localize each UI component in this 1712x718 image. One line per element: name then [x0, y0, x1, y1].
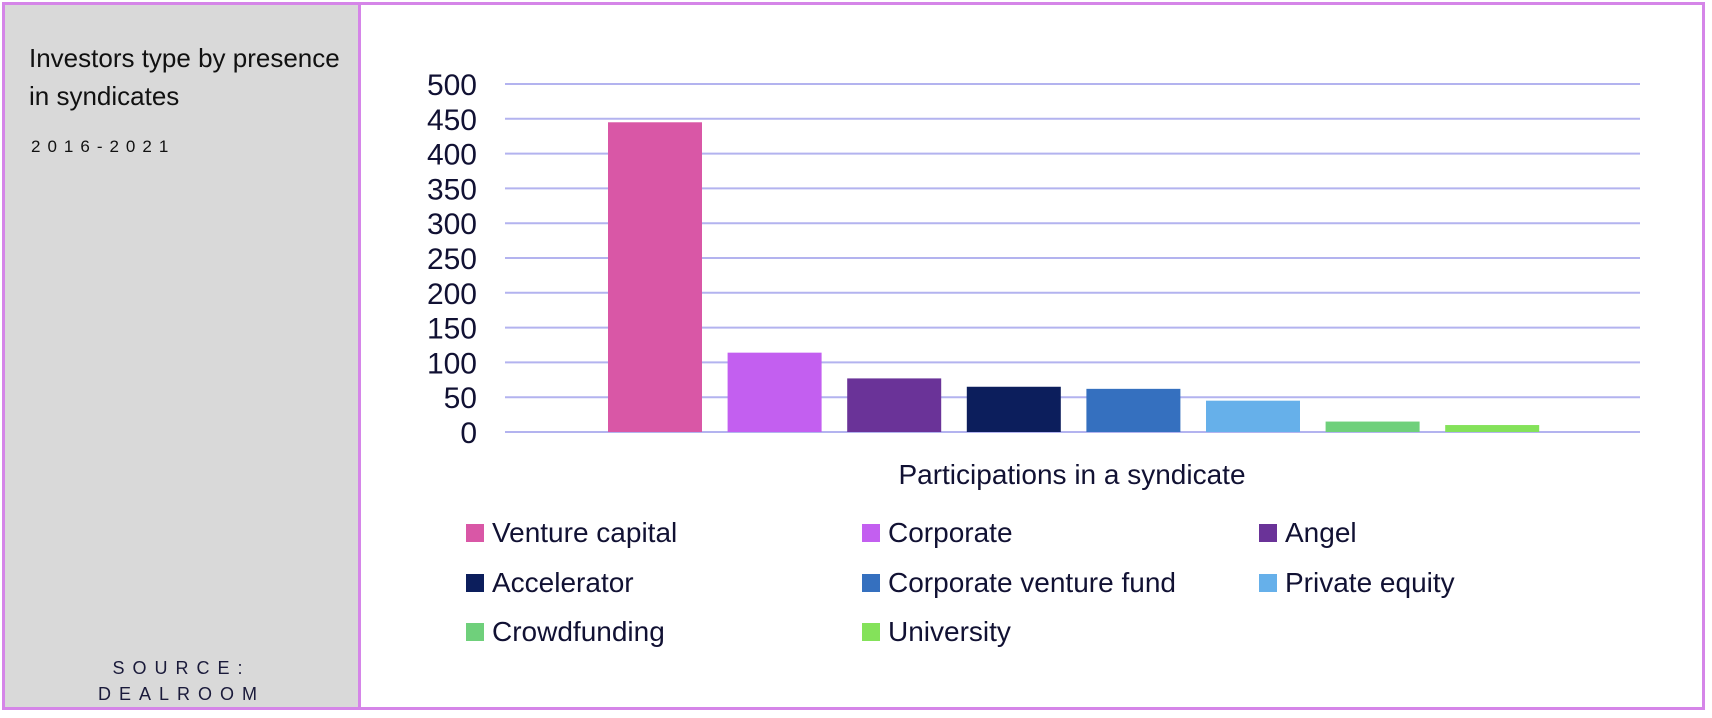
y-tick-label: 350 — [427, 173, 477, 206]
legend-swatch — [466, 524, 484, 542]
x-axis-label: Participations in a syndicate — [898, 459, 1245, 490]
bars — [608, 122, 1540, 432]
sidebar-panel: Investors type by presence in syndicates… — [2, 2, 361, 710]
legend-label: Venture capital — [492, 517, 678, 548]
legend-item-accelerator: Accelerator — [466, 565, 634, 601]
legend-swatch — [466, 574, 484, 592]
y-tick-label: 150 — [427, 313, 477, 346]
y-tick-label: 500 — [427, 69, 477, 102]
legend-label: Crowdfunding — [492, 616, 665, 647]
legend-item-angel: Angel — [1259, 515, 1357, 551]
y-tick-label: 200 — [427, 278, 477, 311]
legend-swatch — [466, 623, 484, 641]
legend-item-corporate: Corporate — [862, 515, 1013, 551]
sidebar-title: Investors type by presence in syndicates — [29, 43, 340, 111]
legend-item-venture-capital: Venture capital — [466, 515, 677, 551]
source-label: SOURCE: — [112, 658, 251, 678]
bar-venture-capital — [608, 122, 702, 432]
sidebar-period: 2016-2021 — [31, 137, 176, 156]
legend-label: Private equity — [1285, 567, 1455, 598]
bar-accelerator — [966, 386, 1061, 432]
legend-swatch — [1259, 574, 1277, 592]
legend-item-crowdfunding: Crowdfunding — [466, 614, 665, 650]
legend-swatch — [862, 623, 880, 641]
legend-swatch — [1259, 524, 1277, 542]
y-tick-label: 50 — [444, 382, 477, 415]
legend-label: Corporate — [888, 517, 1013, 548]
legend-swatch — [862, 574, 880, 592]
y-tick-label: 450 — [427, 104, 477, 137]
bar-university — [1445, 425, 1540, 432]
y-tick-label: 300 — [427, 208, 477, 241]
y-tick-label: 0 — [460, 417, 477, 450]
y-tick-label: 400 — [427, 139, 477, 172]
sidebar-source: SOURCE: DEALROOM — [5, 655, 358, 707]
y-tick-label: 100 — [427, 347, 477, 380]
source-name: DEALROOM — [97, 684, 266, 704]
legend-label: Accelerator — [492, 567, 634, 598]
legend-item-corporate-venture-fund: Corporate venture fund — [862, 565, 1176, 601]
bar-angel — [847, 378, 942, 432]
legend-label: University — [888, 616, 1011, 647]
legend-item-private-equity: Private equity — [1259, 565, 1455, 601]
bar-corporate — [727, 352, 822, 432]
y-tick-label: 250 — [427, 243, 477, 276]
bar-corporate-venture-fund — [1086, 388, 1181, 432]
bar-private-equity — [1206, 400, 1300, 432]
legend-label: Angel — [1285, 517, 1357, 548]
legend-label: Corporate venture fund — [888, 567, 1176, 598]
legend-item-university: University — [862, 614, 1011, 650]
bar-crowdfunding — [1325, 421, 1420, 432]
legend-swatch — [862, 524, 880, 542]
